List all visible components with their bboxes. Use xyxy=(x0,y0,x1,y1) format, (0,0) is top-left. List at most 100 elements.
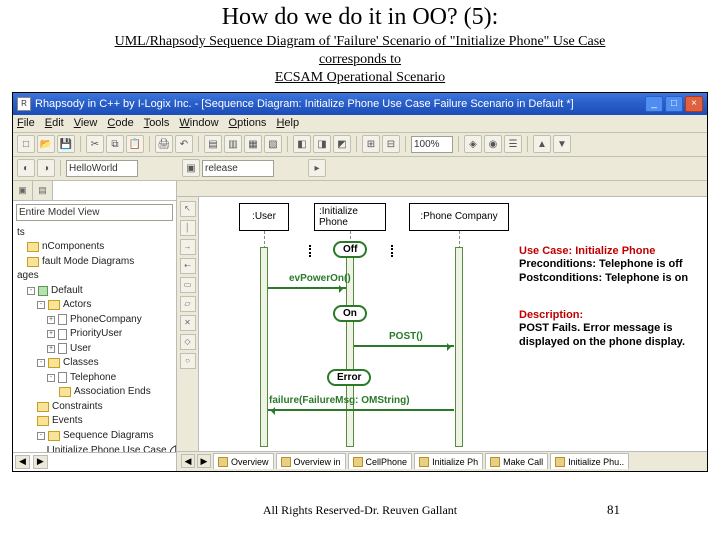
lifeline-company[interactable]: :Phone Company xyxy=(409,203,509,231)
view-combo[interactable]: Entire Model View xyxy=(16,204,173,221)
tool-i-icon[interactable]: ⊟ xyxy=(382,135,400,153)
sidebar-btn-1[interactable]: ◀ xyxy=(15,455,30,469)
msg-poweron-arrow[interactable] xyxy=(268,287,346,289)
cut-icon[interactable]: ✂ xyxy=(86,135,104,153)
dtool-select-icon[interactable]: ↖ xyxy=(180,201,196,217)
model-tree[interactable]: ts nComponents fault Mode Diagrams ages … xyxy=(13,224,176,452)
close-button[interactable]: × xyxy=(685,96,703,112)
config-combo[interactable]: HelloWorld xyxy=(66,160,138,177)
tree-ages[interactable]: ages xyxy=(17,269,39,284)
tree-default[interactable]: Default xyxy=(51,284,83,299)
tool2-d-icon[interactable]: ▸ xyxy=(308,159,326,177)
menu-window[interactable]: Window xyxy=(179,117,218,129)
tool-j-icon[interactable]: ◈ xyxy=(464,135,482,153)
sidebar-btn-2[interactable]: ▶ xyxy=(33,455,48,469)
msg-post-arrow[interactable] xyxy=(354,345,454,347)
menu-options[interactable]: Options xyxy=(229,117,267,129)
copy-icon[interactable]: ⧉ xyxy=(106,135,124,153)
menu-file[interactable]: File xyxy=(17,117,35,129)
new-icon[interactable]: □ xyxy=(17,135,35,153)
menu-tools[interactable]: Tools xyxy=(144,117,170,129)
expand-icon[interactable]: + xyxy=(47,316,55,324)
expand-icon[interactable]: + xyxy=(47,330,55,338)
tab-icon xyxy=(281,457,291,467)
tree-seqdiag[interactable]: Sequence Diagrams xyxy=(63,429,154,444)
dtool-state-icon[interactable]: ▭ xyxy=(180,277,196,293)
collapse-icon[interactable]: - xyxy=(27,287,35,295)
dtool-x-icon[interactable]: ✕ xyxy=(180,315,196,331)
tool-n-icon[interactable]: ▼ xyxy=(553,135,571,153)
bottom-tab-0[interactable]: Overview xyxy=(213,453,274,469)
sidebar-tab-2[interactable]: ▤ xyxy=(33,181,53,200)
menu-help[interactable]: Help xyxy=(276,117,299,129)
tool-g-icon[interactable]: ◩ xyxy=(333,135,351,153)
tool-a-icon[interactable]: ▤ xyxy=(204,135,222,153)
tab-nav-next[interactable]: ▶ xyxy=(197,454,211,468)
collapse-icon[interactable]: - xyxy=(37,359,45,367)
collapse-icon[interactable]: - xyxy=(47,374,55,382)
undo-icon[interactable]: ↶ xyxy=(175,135,193,153)
dtool-return-icon[interactable]: ⇠ xyxy=(180,258,196,274)
tree-events[interactable]: Events xyxy=(52,414,83,429)
tree-sd1-sel[interactable]: Failure xyxy=(170,443,176,452)
tree-constraints[interactable]: Constraints xyxy=(52,400,103,415)
tool-l-icon[interactable]: ☰ xyxy=(504,135,522,153)
state-on[interactable]: On xyxy=(333,305,367,322)
print-icon[interactable]: 🖨 xyxy=(155,135,173,153)
dtool-note-icon[interactable]: ▱ xyxy=(180,296,196,312)
tool2-a-icon[interactable]: ◐ xyxy=(17,159,35,177)
open-icon[interactable]: 📂 xyxy=(37,135,55,153)
msg-failure-arrow[interactable] xyxy=(268,409,454,411)
tree-sd1[interactable]: Initialize Phone Use Case xyxy=(52,444,167,452)
menu-edit[interactable]: Edit xyxy=(45,117,64,129)
lifeline-user[interactable]: :User xyxy=(239,203,289,231)
tree-actor-3[interactable]: User xyxy=(70,342,91,357)
tree-mode[interactable]: fault Mode Diagrams xyxy=(42,255,134,270)
browser-sidebar: ▣ ▤ Entire Model View ts nComponents fau… xyxy=(13,181,177,471)
expand-icon[interactable]: + xyxy=(47,345,55,353)
dtool-y-icon[interactable]: ◇ xyxy=(180,334,196,350)
tool-e-icon[interactable]: ◧ xyxy=(293,135,311,153)
tool-k-icon[interactable]: ◉ xyxy=(484,135,502,153)
bottom-tab-4[interactable]: Make Call xyxy=(485,453,548,469)
dtool-msg-icon[interactable]: → xyxy=(180,239,196,255)
tab-nav-prev[interactable]: ◀ xyxy=(181,454,195,468)
menu-view[interactable]: View xyxy=(74,117,98,129)
maximize-button[interactable]: □ xyxy=(665,96,683,112)
tool-h-icon[interactable]: ⊞ xyxy=(362,135,380,153)
bottom-tab-2[interactable]: CellPhone xyxy=(348,453,413,469)
dtool-lifeline-icon[interactable]: │ xyxy=(180,220,196,236)
save-icon[interactable]: 💾 xyxy=(57,135,75,153)
tree-classes[interactable]: Classes xyxy=(63,356,99,371)
tool-b-icon[interactable]: ▥ xyxy=(224,135,242,153)
tree-actor-2[interactable]: PriorityUser xyxy=(70,327,122,342)
state-off[interactable]: Off xyxy=(333,241,367,258)
sidebar-tab-1[interactable]: ▣ xyxy=(13,181,33,200)
tree-components[interactable]: nComponents xyxy=(42,240,104,255)
menu-code[interactable]: Code xyxy=(107,117,133,129)
tool2-c-icon[interactable]: ▣ xyxy=(182,159,200,177)
collapse-icon[interactable]: - xyxy=(37,432,45,440)
collapse-icon[interactable]: - xyxy=(37,301,45,309)
lifeline-init[interactable]: :Initialize Phone xyxy=(314,203,386,231)
tool-d-icon[interactable]: ▧ xyxy=(264,135,282,153)
bottom-tab-1[interactable]: Overview in xyxy=(276,453,346,469)
tool-f-icon[interactable]: ◨ xyxy=(313,135,331,153)
minimize-button[interactable]: _ xyxy=(645,96,663,112)
paste-icon[interactable]: 📋 xyxy=(126,135,144,153)
tool-c-icon[interactable]: ▦ xyxy=(244,135,262,153)
tool-m-icon[interactable]: ▲ xyxy=(533,135,551,153)
zoom-combo[interactable]: 100% xyxy=(411,136,453,153)
tree-assoc[interactable]: Association Ends xyxy=(74,385,151,400)
sequence-diagram[interactable]: :User :Initialize Phone :Phone Company xyxy=(199,197,707,451)
build-combo[interactable]: release xyxy=(202,160,274,177)
bottom-tab-5[interactable]: Initialize Phu.. xyxy=(550,453,629,469)
state-error[interactable]: Error xyxy=(327,369,371,386)
tree-actor-1[interactable]: PhoneCompany xyxy=(70,313,142,328)
tree-class-1[interactable]: Telephone xyxy=(70,371,116,386)
tree-actors[interactable]: Actors xyxy=(63,298,91,313)
tool2-b-icon[interactable]: ◑ xyxy=(37,159,55,177)
bottom-tab-3[interactable]: Initialize Ph xyxy=(414,453,483,469)
dtool-z-icon[interactable]: ○ xyxy=(180,353,196,369)
tree-root[interactable]: ts xyxy=(17,226,25,241)
